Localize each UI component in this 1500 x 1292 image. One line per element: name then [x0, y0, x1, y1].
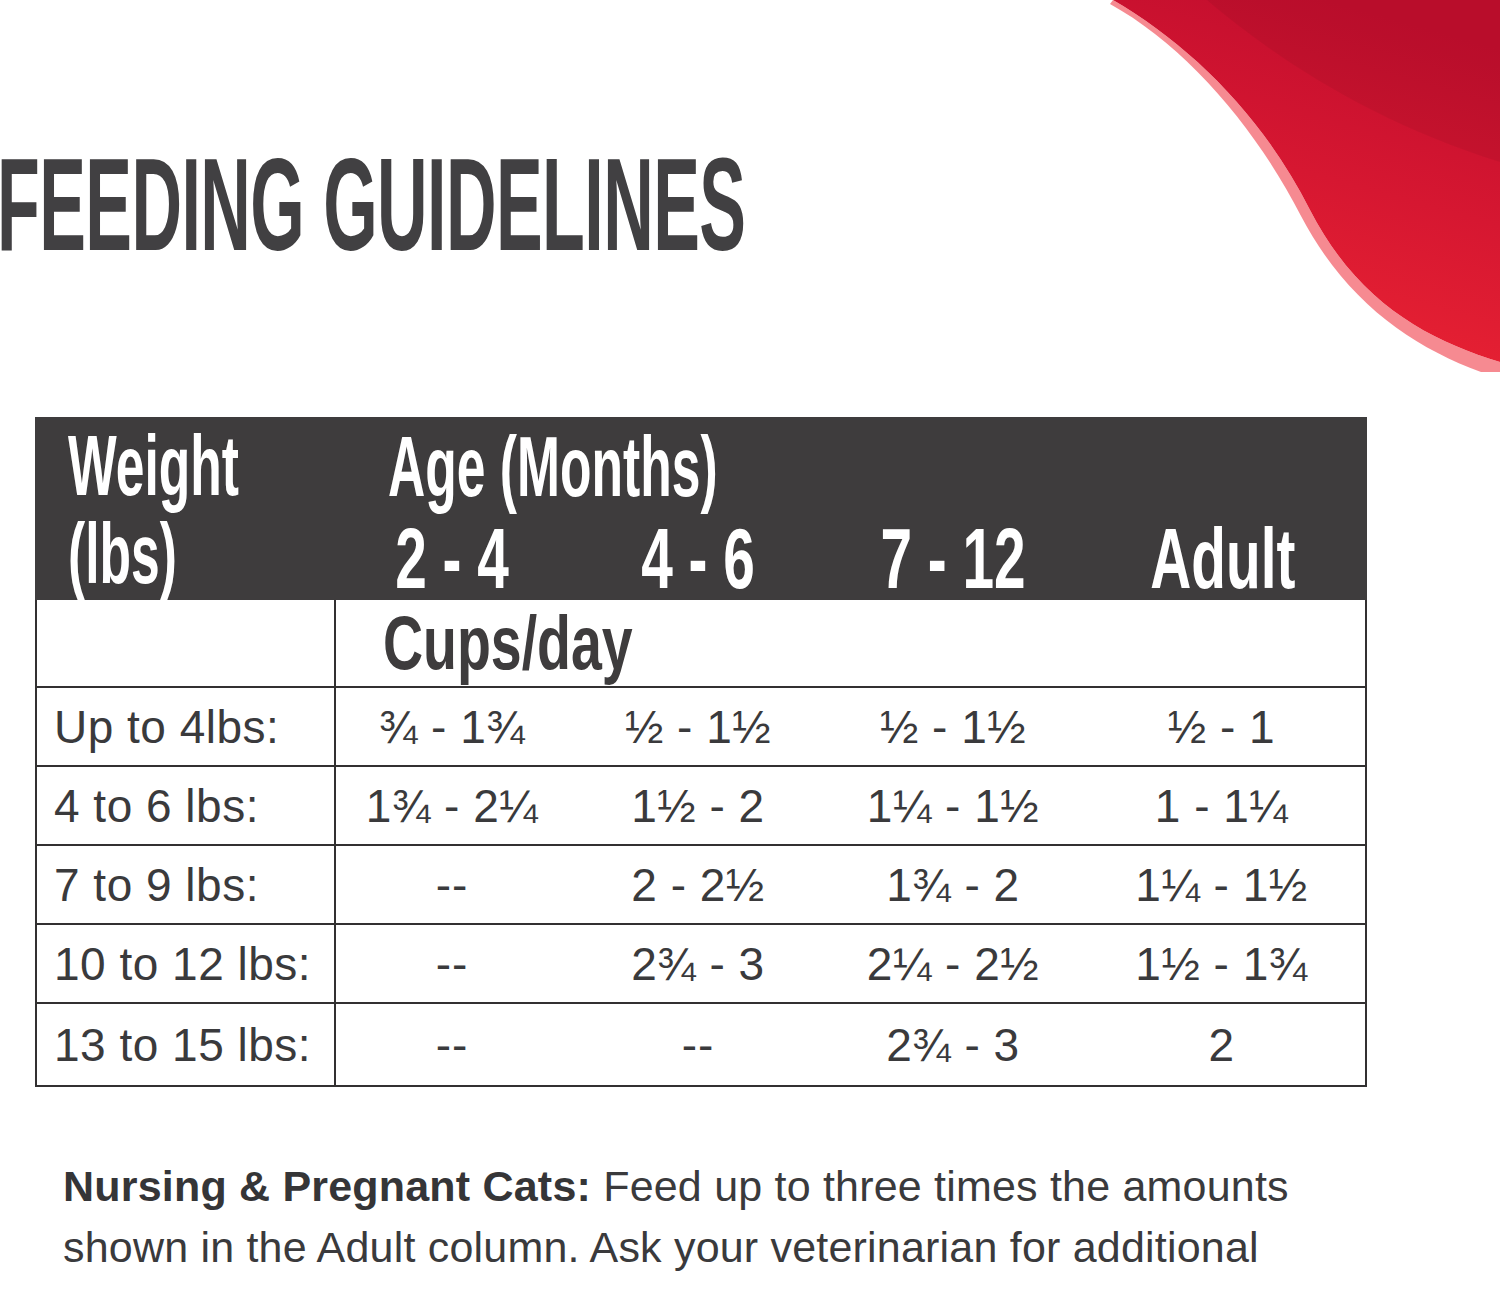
- cell-value: 2¾ - 3: [828, 1004, 1078, 1085]
- table-row: 13 to 15 lbs: -- -- 2¾ - 3 2: [37, 1004, 1365, 1085]
- weight-unit-label: (lbs): [68, 510, 177, 596]
- page-title-text: FEEDING GUIDELINES: [0, 139, 745, 271]
- feeding-table: Weight (lbs) Age (Months) 2 - 4 4 - 6 7 …: [35, 417, 1367, 1087]
- cell-value: --: [568, 1004, 828, 1085]
- units-label-cell: Cups/day: [336, 600, 1365, 686]
- page-title: FEEDING GUIDELINES: [0, 139, 1409, 271]
- units-label: Cups/day: [383, 605, 633, 681]
- cell-value: 2¾ - 3: [568, 925, 828, 1002]
- weight-header-label: Weight: [68, 422, 239, 508]
- table-body: Cups/day Up to 4lbs: ¾ - 1¾ ½ - 1½ ½ - 1…: [35, 600, 1367, 1087]
- cell-value: 1½ - 1¾: [1078, 925, 1365, 1002]
- cell-value: --: [336, 846, 568, 923]
- cell-value: ½ - 1: [1078, 688, 1365, 765]
- cell-value: ½ - 1½: [828, 688, 1078, 765]
- nursing-note: Nursing & Pregnant Cats: Feed up to thre…: [63, 1156, 1363, 1292]
- row-label: 7 to 9 lbs:: [37, 846, 336, 923]
- cell-value: 1 - 1¼: [1078, 767, 1365, 844]
- cell-value: ½ - 1½: [568, 688, 828, 765]
- cell-value: ¾ - 1¾: [336, 688, 568, 765]
- cell-value: 1¾ - 2¼: [336, 767, 568, 844]
- units-row-empty-cell: [37, 600, 336, 686]
- nursing-note-lead: Nursing & Pregnant Cats:: [63, 1162, 591, 1210]
- table-row: 4 to 6 lbs: 1¾ - 2¼ 1½ - 2 1¼ - 1½ 1 - 1…: [37, 767, 1365, 846]
- age-column-header-4-6: 4 - 6: [568, 515, 828, 600]
- row-label: Up to 4lbs:: [37, 688, 336, 765]
- table-row: 7 to 9 lbs: -- 2 - 2½ 1¾ - 2 1¼ - 1½: [37, 846, 1365, 925]
- age-column-header-adult: Adult: [1078, 515, 1367, 600]
- page-container: FEEDING GUIDELINES Weight (lbs) Age (Mon…: [0, 0, 1500, 1292]
- row-label: 13 to 15 lbs:: [37, 1004, 336, 1085]
- cell-value: 1½ - 2: [568, 767, 828, 844]
- table-row: 10 to 12 lbs: -- 2¾ - 3 2¼ - 2½ 1½ - 1¾: [37, 925, 1365, 1004]
- cell-value: 2 - 2½: [568, 846, 828, 923]
- age-column-header-2-4: 2 - 4: [336, 515, 568, 600]
- row-label: 10 to 12 lbs:: [37, 925, 336, 1002]
- units-row: Cups/day: [37, 600, 1365, 688]
- table-header: Weight (lbs) Age (Months) 2 - 4 4 - 6 7 …: [35, 417, 1367, 600]
- weight-column-header: Weight (lbs): [35, 417, 336, 600]
- age-column-header-7-12: 7 - 12: [828, 515, 1078, 600]
- cell-value: 2¼ - 2½: [828, 925, 1078, 1002]
- table-row: Up to 4lbs: ¾ - 1¾ ½ - 1½ ½ - 1½ ½ - 1: [37, 688, 1365, 767]
- cell-value: --: [336, 1004, 568, 1085]
- age-header-label: Age (Months): [388, 423, 718, 509]
- cell-value: 2: [1078, 1004, 1365, 1085]
- age-group-header: Age (Months): [336, 417, 1367, 515]
- row-label: 4 to 6 lbs:: [37, 767, 336, 844]
- cell-value: 1¼ - 1½: [828, 767, 1078, 844]
- cell-value: 1¼ - 1½: [1078, 846, 1365, 923]
- cell-value: 1¾ - 2: [828, 846, 1078, 923]
- cell-value: --: [336, 925, 568, 1002]
